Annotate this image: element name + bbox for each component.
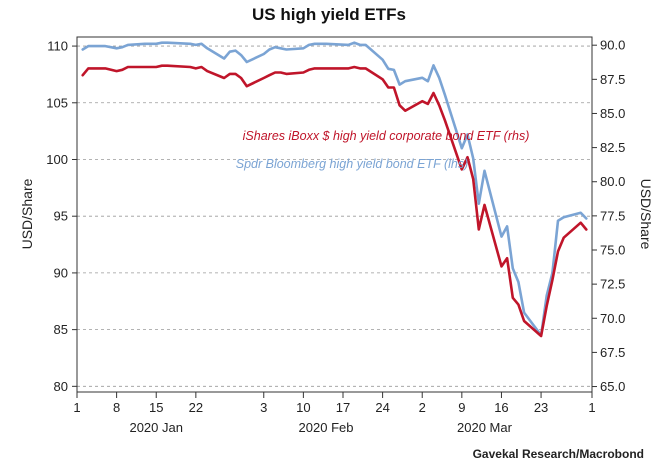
x-tick-label: 10 [296, 400, 310, 415]
y-left-tick-label: 95 [54, 209, 68, 224]
y-axis-left-title: USD/Share [19, 178, 35, 249]
y-right-tick-label: 85.0 [600, 106, 625, 121]
series [81, 41, 588, 338]
y-right-tick-label: 65.0 [600, 379, 625, 394]
y-right-tick-label: 90.0 [600, 38, 625, 53]
y-right-tick-label: 72.5 [600, 277, 625, 292]
series-label-ishares: iShares iBoxx $ high yield corporate bon… [243, 129, 530, 143]
x-tick-label: 1 [588, 400, 595, 415]
x-tick-label: 3 [260, 400, 267, 415]
grid [77, 45, 592, 387]
x-tick-label: 17 [336, 400, 350, 415]
y-right-tick-label: 70.0 [600, 311, 625, 326]
x-tick-label: 9 [458, 400, 465, 415]
y-axis-right-title: USD/Share [638, 179, 654, 250]
x-tick-label: 16 [494, 400, 508, 415]
series-line-spdr [81, 41, 588, 337]
x-tick-label: 2 [419, 400, 426, 415]
source-note: Gavekal Research/Macrobond [473, 447, 644, 461]
y-right-tick-label: 67.5 [600, 345, 625, 360]
y-right-tick-label: 75.0 [600, 243, 625, 258]
y-left-tick-label: 100 [46, 152, 68, 167]
y-left-tick-label: 85 [54, 322, 68, 337]
x-month-label: 2020 Feb [299, 420, 354, 435]
y-left-tick-label: 80 [54, 379, 68, 394]
x-tick-label: 1 [73, 400, 80, 415]
axes: 1101051009590858090.087.585.082.580.077.… [46, 36, 625, 435]
series-label-spdr: Spdr Bloomberg high yield bond ETF (lhs) [236, 157, 469, 171]
plot-frame [76, 36, 593, 393]
y-right-tick-label: 87.5 [600, 72, 625, 87]
x-tick-label: 15 [149, 400, 163, 415]
x-month-label: 2020 Mar [457, 420, 513, 435]
y-left-tick-label: 90 [54, 265, 68, 280]
chart-title: US high yield ETFs [252, 5, 406, 24]
y-right-tick-label: 82.5 [600, 140, 625, 155]
series-line-ishares [81, 64, 588, 338]
x-tick-label: 22 [189, 400, 203, 415]
x-tick-label: 23 [534, 400, 548, 415]
series-labels: iShares iBoxx $ high yield corporate bon… [236, 129, 530, 171]
y-right-tick-label: 77.5 [600, 208, 625, 223]
x-tick-label: 24 [375, 400, 389, 415]
y-left-tick-label: 105 [46, 95, 68, 110]
y-right-tick-label: 80.0 [600, 174, 625, 189]
y-left-tick-label: 110 [47, 39, 68, 54]
x-tick-label: 8 [113, 400, 120, 415]
x-month-label: 2020 Jan [129, 420, 183, 435]
